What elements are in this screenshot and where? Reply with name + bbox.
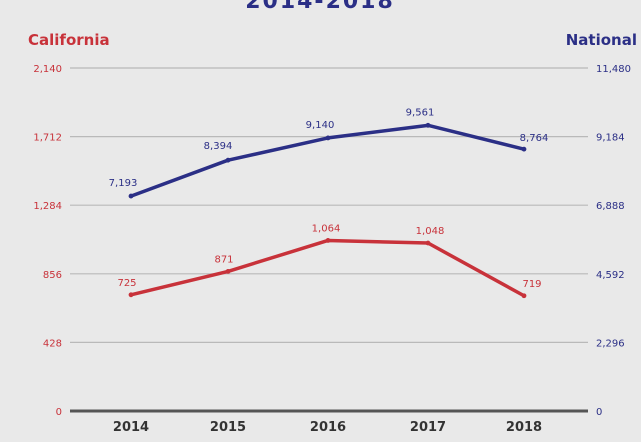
data-label: 1,048 — [416, 226, 445, 237]
data-label: 7,193 — [109, 178, 138, 189]
data-point — [128, 193, 134, 199]
series-california: 725 871 1,064 1,048 719 — [117, 223, 542, 299]
x-axis-ticks: 2014 2015 2016 2017 2018 — [113, 420, 542, 435]
data-label: 1,064 — [312, 223, 341, 234]
x-tick-label: 2015 — [210, 420, 246, 435]
left-tick-label: 1,284 — [33, 201, 62, 212]
data-label: 9,140 — [306, 120, 335, 131]
right-tick-label: 2,296 — [596, 338, 625, 349]
data-point — [225, 268, 231, 274]
left-tick-label: 856 — [43, 270, 62, 281]
right-tick-label: 9,184 — [596, 133, 625, 144]
data-point — [225, 157, 231, 163]
left-tick-label: 428 — [43, 338, 62, 349]
chart-title: 2014-2018 — [245, 0, 395, 14]
data-point — [128, 292, 134, 298]
data-label: 9,561 — [406, 107, 435, 118]
left-axis-title-california: California — [28, 31, 110, 49]
x-tick-label: 2014 — [113, 420, 149, 435]
data-point — [425, 240, 431, 246]
data-point — [521, 293, 527, 299]
data-label: 8,764 — [520, 133, 549, 144]
data-label: 8,394 — [204, 141, 233, 152]
left-tick-label: 0 — [56, 407, 62, 418]
left-tick-label: 1,712 — [33, 133, 62, 144]
right-tick-label: 0 — [596, 407, 602, 418]
data-label: 871 — [214, 254, 233, 265]
x-tick-label: 2017 — [410, 420, 446, 435]
left-axis-ticks: 0 428 856 1,284 1,712 2,140 — [33, 64, 62, 418]
right-axis-ticks: 0 2,296 4,592 6,888 9,184 11,480 — [596, 64, 631, 418]
data-point — [425, 122, 431, 128]
x-tick-label: 2016 — [310, 420, 346, 435]
data-point — [325, 238, 331, 243]
data-point — [521, 146, 527, 152]
x-tick-label: 2018 — [506, 420, 542, 435]
right-tick-label: 11,480 — [596, 64, 631, 75]
series-national: 7,193 8,394 9,140 9,561 8,764 — [109, 107, 549, 199]
right-tick-label: 4,592 — [596, 270, 625, 281]
data-point — [325, 135, 331, 141]
left-tick-label: 2,140 — [33, 64, 62, 75]
right-axis-title-national: National — [566, 31, 637, 49]
series-line-california — [129, 238, 526, 298]
right-tick-label: 6,888 — [596, 201, 625, 212]
data-label: 719 — [522, 279, 541, 290]
series-layer: 725 871 1,064 1,048 719 7,193 8,394 9,140 9,561 8… — [109, 107, 549, 299]
data-label: 725 — [117, 278, 136, 289]
